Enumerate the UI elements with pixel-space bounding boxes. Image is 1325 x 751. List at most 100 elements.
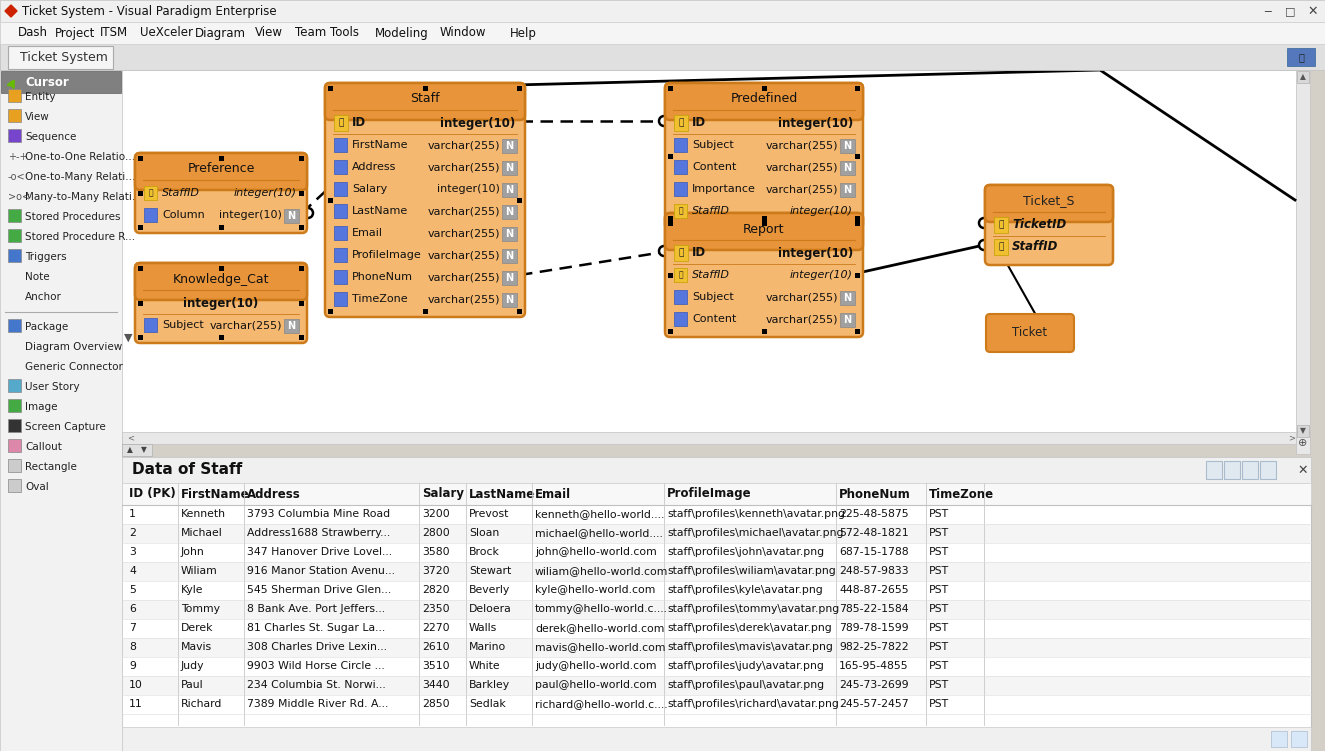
Bar — [122, 483, 1310, 505]
Bar — [1, 71, 121, 93]
Bar — [8, 109, 21, 122]
Text: One-to-One Relatio...: One-to-One Relatio... — [25, 152, 135, 162]
Text: 2350: 2350 — [421, 604, 449, 614]
Text: judy@hello-world.com: judy@hello-world.com — [535, 661, 656, 671]
Bar — [840, 313, 855, 327]
Text: Oval: Oval — [25, 482, 49, 492]
Text: derek@hello-world.com: derek@hello-world.com — [535, 623, 664, 633]
Text: Package: Package — [25, 322, 69, 332]
Text: Content: Content — [692, 162, 737, 172]
Text: N: N — [505, 273, 514, 283]
Text: N: N — [505, 251, 514, 261]
Text: 🔑: 🔑 — [998, 243, 1004, 252]
Text: 🔑: 🔑 — [338, 119, 343, 128]
Bar — [517, 309, 522, 314]
Bar — [840, 291, 855, 305]
Text: Help: Help — [510, 26, 537, 40]
Text: integer(10): integer(10) — [440, 116, 515, 129]
Bar — [122, 432, 1296, 444]
Text: integer(10): integer(10) — [778, 246, 853, 260]
Text: Marino: Marino — [469, 642, 506, 652]
Bar — [334, 138, 347, 152]
Text: Address: Address — [246, 487, 301, 500]
Bar — [855, 273, 860, 278]
Text: Stored Procedure R...: Stored Procedure R... — [25, 232, 135, 242]
Bar — [299, 301, 303, 306]
Bar — [668, 329, 673, 334]
Bar — [502, 161, 517, 175]
Text: staff\profiles\paul\avatar.png: staff\profiles\paul\avatar.png — [666, 680, 824, 690]
Bar — [144, 186, 156, 200]
Text: Tommy: Tommy — [182, 604, 220, 614]
Bar — [1297, 425, 1309, 437]
Text: Predefined: Predefined — [730, 92, 798, 105]
Bar — [8, 419, 21, 432]
Bar — [123, 676, 1310, 695]
Text: N: N — [288, 321, 295, 331]
Text: >o<: >o< — [8, 192, 30, 202]
Bar — [517, 198, 522, 203]
Text: varchar(255): varchar(255) — [766, 314, 837, 324]
Bar — [674, 182, 686, 196]
Text: Note: Note — [25, 272, 49, 282]
Bar — [1260, 461, 1276, 479]
Text: Staff: Staff — [411, 92, 440, 105]
Bar — [517, 86, 522, 91]
Text: 3: 3 — [129, 547, 136, 557]
Text: Image: Image — [25, 402, 57, 412]
Text: 81 Charles St. Sugar La...: 81 Charles St. Sugar La... — [246, 623, 386, 633]
Bar — [123, 600, 1310, 619]
Text: Email: Email — [535, 487, 571, 500]
Text: Deloera: Deloera — [469, 604, 511, 614]
Text: varchar(255): varchar(255) — [209, 320, 282, 330]
Bar — [1206, 461, 1222, 479]
Bar — [8, 379, 21, 392]
Text: N: N — [505, 185, 514, 195]
Text: 5: 5 — [129, 585, 136, 595]
Bar — [762, 86, 767, 91]
Bar — [123, 562, 1310, 581]
Bar — [8, 89, 21, 102]
Text: Address: Address — [352, 162, 396, 172]
Text: michael@hello-world....: michael@hello-world.... — [535, 528, 662, 538]
Text: Content: Content — [692, 314, 737, 324]
Bar — [1242, 461, 1257, 479]
Text: 2270: 2270 — [421, 623, 449, 633]
Bar — [1291, 731, 1306, 747]
Bar — [123, 619, 1310, 638]
Text: 245-57-2457: 245-57-2457 — [839, 699, 909, 709]
Bar — [8, 479, 21, 492]
Text: PST: PST — [929, 509, 949, 519]
Text: Ticket System: Ticket System — [20, 51, 107, 64]
Text: 248-57-9833: 248-57-9833 — [839, 566, 909, 576]
Text: 448-87-2655: 448-87-2655 — [839, 585, 909, 595]
Bar — [1224, 461, 1240, 479]
Text: FirstName: FirstName — [182, 487, 249, 500]
Text: 2820: 2820 — [421, 585, 449, 595]
Text: 4: 4 — [129, 566, 136, 576]
FancyBboxPatch shape — [665, 83, 863, 120]
Text: N: N — [844, 315, 852, 325]
Bar — [1287, 48, 1314, 66]
Bar — [8, 249, 21, 262]
Text: ▲: ▲ — [127, 445, 132, 454]
Bar — [122, 457, 1310, 483]
Text: FirstName: FirstName — [352, 140, 408, 150]
Text: TimeZone: TimeZone — [352, 294, 408, 304]
Text: Walls: Walls — [469, 623, 497, 633]
Text: Knowledge_Cat: Knowledge_Cat — [172, 273, 269, 285]
Text: StaffID: StaffID — [162, 188, 200, 198]
Bar — [334, 270, 347, 284]
Text: Subject: Subject — [692, 292, 734, 302]
Bar — [674, 268, 686, 282]
Bar — [674, 115, 688, 131]
Text: 245-73-2699: 245-73-2699 — [839, 680, 909, 690]
Text: varchar(255): varchar(255) — [428, 272, 500, 282]
Bar — [674, 160, 686, 174]
Text: LastName: LastName — [352, 206, 408, 216]
Text: varchar(255): varchar(255) — [766, 162, 837, 172]
Bar — [334, 160, 347, 174]
Text: 982-25-7822: 982-25-7822 — [839, 642, 909, 652]
Text: □: □ — [1285, 6, 1296, 16]
Bar — [855, 216, 860, 221]
